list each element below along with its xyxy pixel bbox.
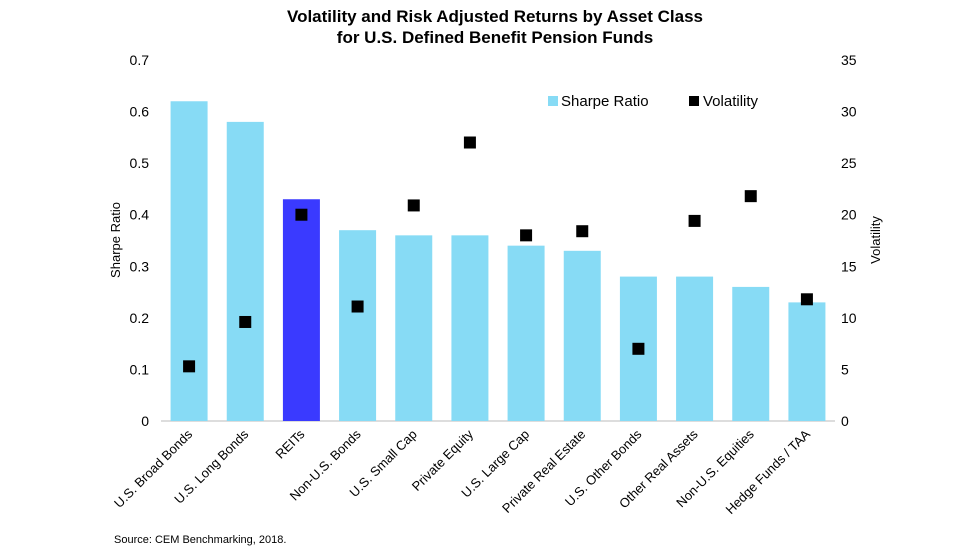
y2-tick-label: 10	[841, 310, 857, 326]
bar-sharpe-ratio	[451, 235, 489, 421]
bar-sharpe-ratio	[395, 235, 433, 421]
y-tick-label: 0	[141, 413, 149, 429]
y-tick-label: 0.5	[130, 155, 150, 171]
bar-sharpe-ratio	[170, 101, 208, 421]
y2-tick-label: 0	[841, 413, 849, 429]
legend-label-volatility: Volatility	[703, 93, 759, 110]
marker-volatility	[295, 208, 308, 221]
y2-tick-label: 35	[841, 52, 857, 68]
marker-volatility	[351, 300, 364, 313]
y2-tick-label: 20	[841, 207, 857, 223]
y-axis-label: Sharpe Ratio	[108, 202, 123, 278]
marker-volatility	[800, 293, 813, 306]
marker-volatility	[239, 315, 252, 328]
marker-volatility	[688, 214, 701, 227]
chart-title-line1: Volatility and Risk Adjusted Returns by …	[287, 7, 703, 26]
marker-volatility	[744, 190, 757, 203]
legend-swatch-sharpe	[548, 96, 558, 106]
y-tick-label: 0.4	[130, 207, 150, 223]
y-tick-label: 0.6	[130, 104, 150, 120]
y-tick-label: 0.3	[130, 258, 150, 274]
marker-volatility	[463, 136, 476, 149]
bar-sharpe-ratio	[507, 245, 545, 421]
legend-swatch-volatility	[689, 96, 699, 106]
y2-tick-label: 25	[841, 155, 857, 171]
x-tick-label: REITs	[272, 426, 307, 461]
bar-sharpe-ratio	[282, 199, 320, 421]
y-tick-label: 0.7	[130, 52, 150, 68]
bar-sharpe-ratio	[676, 276, 714, 421]
chart-title-line2: for U.S. Defined Benefit Pension Funds	[337, 28, 653, 47]
bar-sharpe-ratio	[226, 121, 264, 421]
bar-sharpe-ratio	[339, 230, 377, 421]
marker-volatility	[407, 199, 420, 212]
marker-volatility	[576, 225, 589, 238]
y2-tick-label: 30	[841, 104, 857, 120]
source-note: Source: CEM Benchmarking, 2018.	[114, 534, 286, 546]
y2-tick-label: 5	[841, 361, 849, 377]
bar-sharpe-ratio	[732, 286, 770, 421]
marker-volatility	[183, 360, 196, 373]
y-tick-label: 0.2	[130, 310, 150, 326]
y2-axis-label: Volatility	[868, 216, 883, 264]
marker-volatility	[632, 342, 645, 355]
y2-tick-label: 15	[841, 258, 857, 274]
bar-sharpe-ratio	[563, 250, 601, 421]
marker-volatility	[520, 229, 533, 242]
y-tick-label: 0.1	[130, 361, 150, 377]
legend-label-sharpe: Sharpe Ratio	[561, 93, 649, 110]
bar-sharpe-ratio	[788, 302, 826, 421]
